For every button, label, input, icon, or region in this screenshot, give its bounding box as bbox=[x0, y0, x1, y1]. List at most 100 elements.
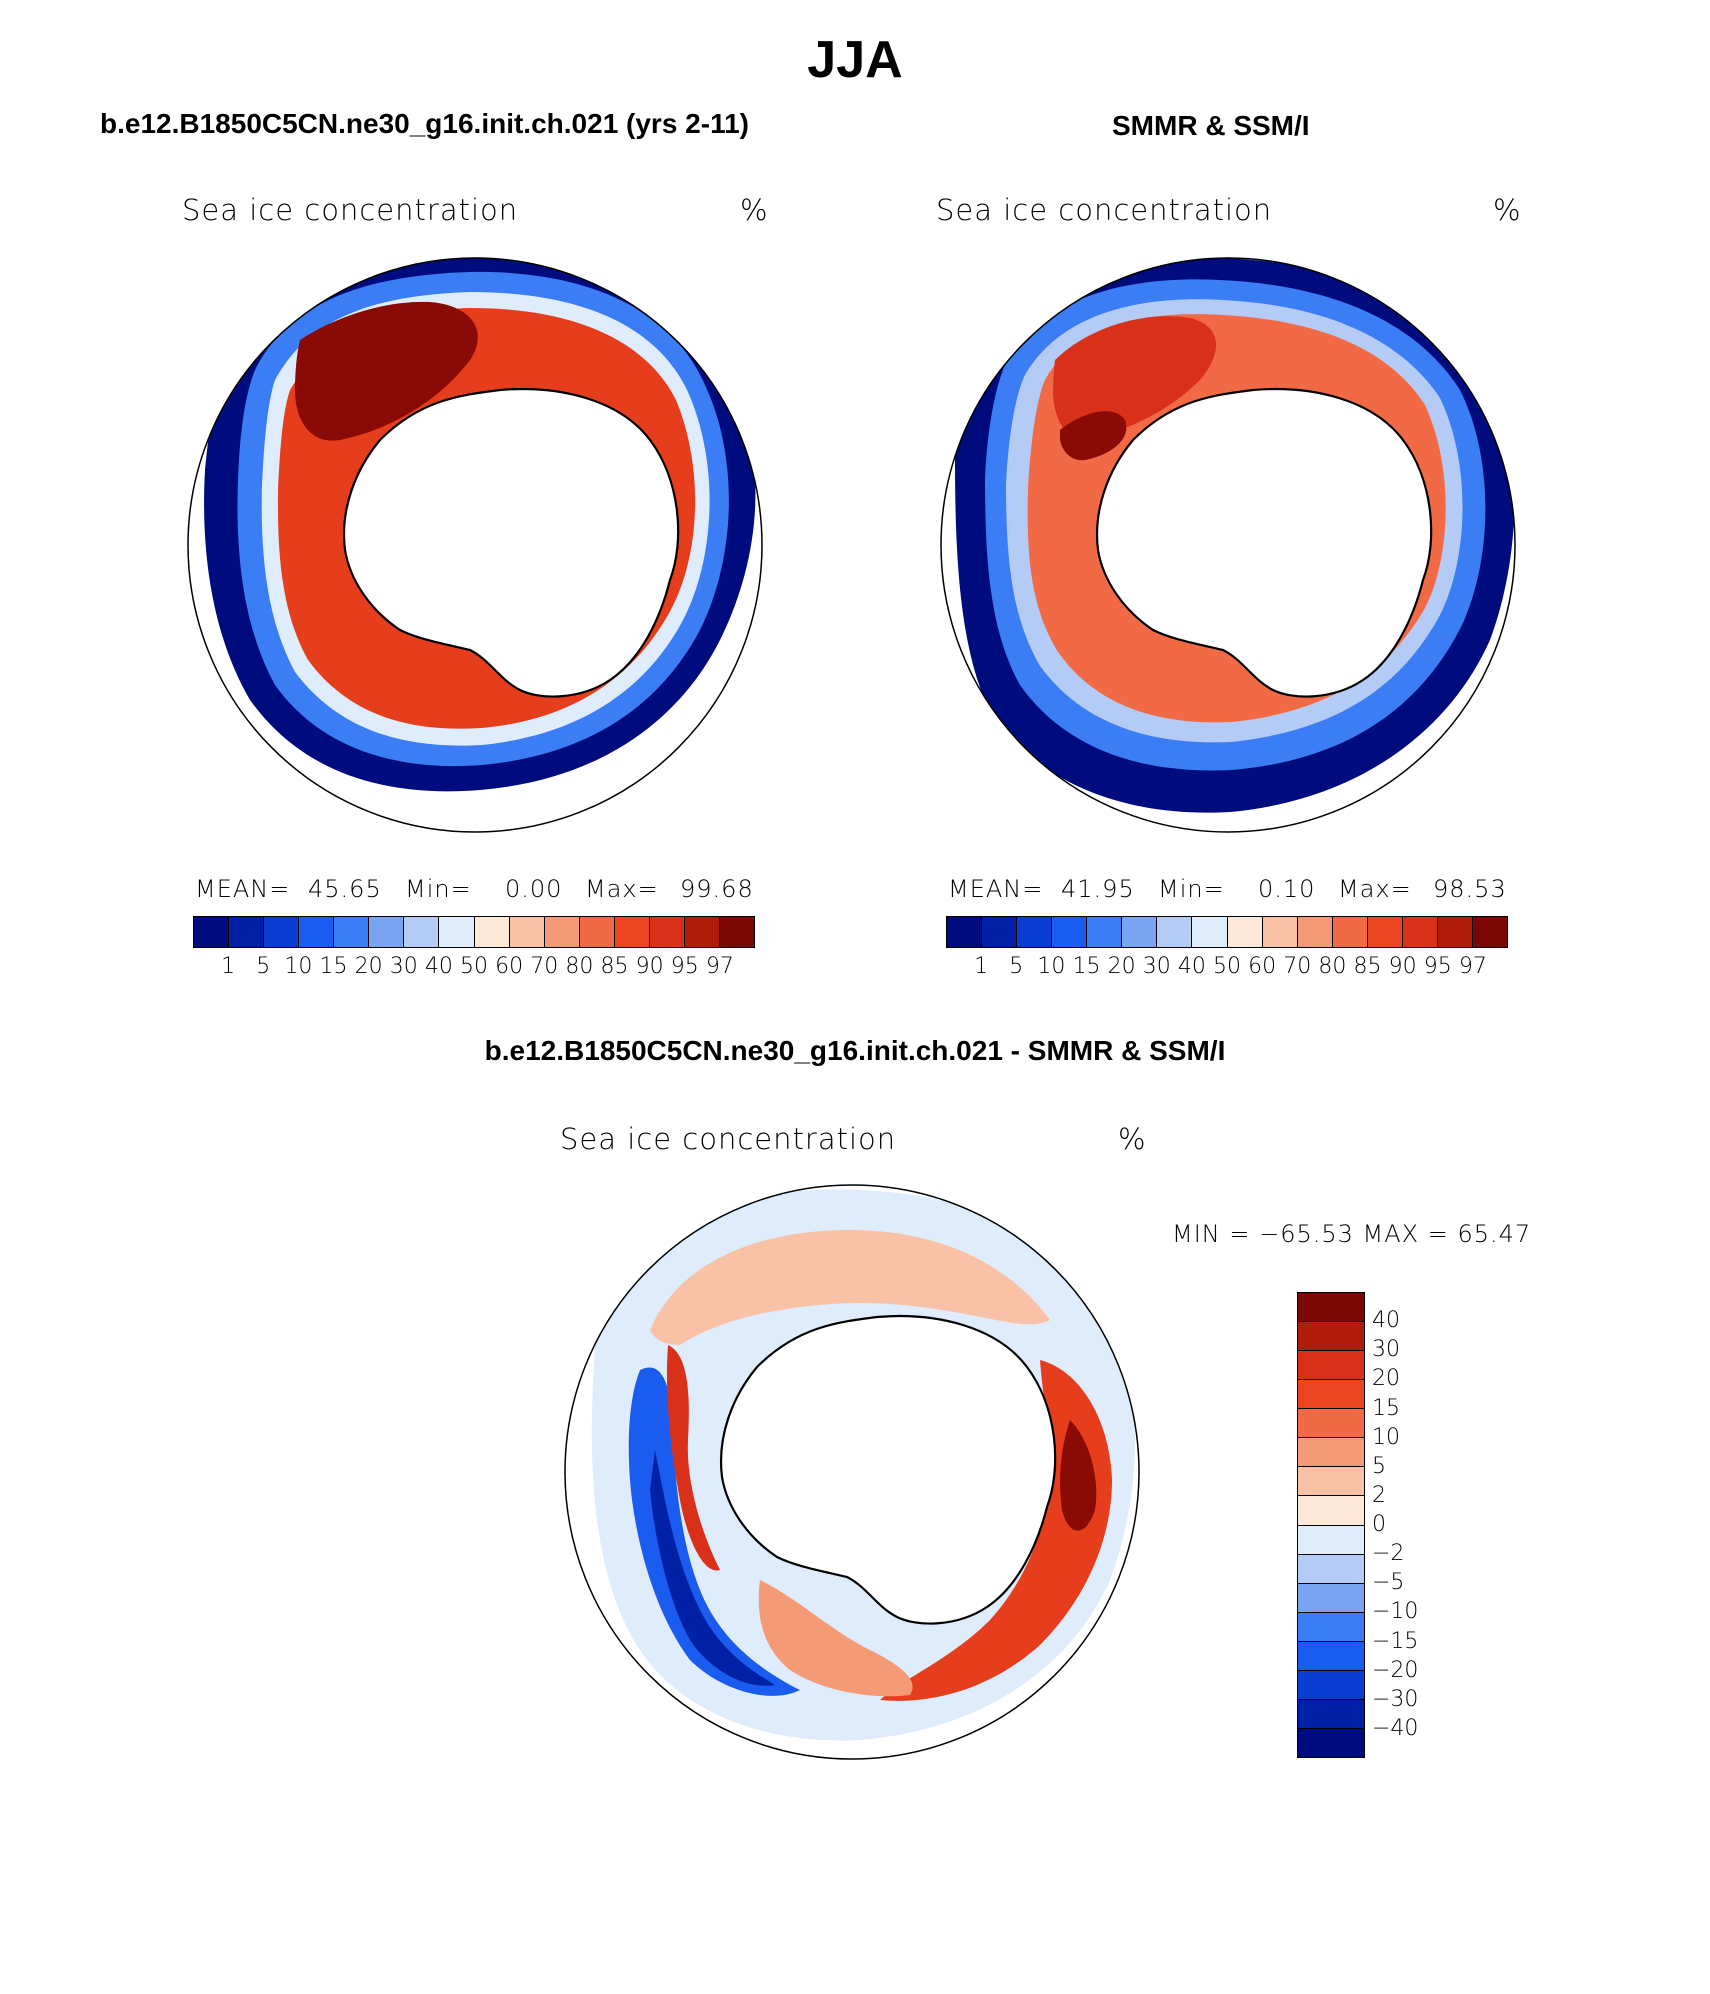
diff-colorbar-label: 30 bbox=[1372, 1337, 1400, 1363]
diff-units-label: % bbox=[1118, 1122, 1147, 1156]
diff-ring-pos-north bbox=[650, 1230, 1050, 1345]
obs-colorbar-label: 1 bbox=[974, 954, 989, 979]
diff-colorbar-label: 0 bbox=[1372, 1512, 1386, 1537]
model-colorbar bbox=[193, 916, 755, 948]
model-colorbar-swatch bbox=[579, 917, 615, 947]
diff-colorbar-swatch bbox=[1298, 1525, 1364, 1555]
obs-colorbar-swatch bbox=[1087, 917, 1123, 947]
diff-ring-neg-west bbox=[628, 1367, 800, 1696]
obs-colorbar bbox=[946, 916, 1508, 948]
diff-colorbar-label: −10 bbox=[1372, 1599, 1419, 1625]
obs-min-value: 0.10 bbox=[1258, 875, 1316, 903]
model-colorbar-label: 60 bbox=[495, 954, 524, 979]
model-min-value: 0.00 bbox=[505, 875, 563, 903]
obs-colorbar-swatch bbox=[1367, 917, 1403, 947]
obs-colorbar-swatch bbox=[982, 917, 1018, 947]
model-min-label: Min= bbox=[405, 875, 472, 903]
obs-panel-title: SMMR & SSM/I bbox=[1112, 110, 1310, 141]
model-colorbar-label: 50 bbox=[460, 954, 488, 979]
obs-colorbar-label: 70 bbox=[1283, 954, 1312, 979]
diff-colorbar-swatch bbox=[1298, 1641, 1364, 1671]
model-mean-label: MEAN= bbox=[195, 875, 291, 903]
diff-colorbar-swatch bbox=[1298, 1351, 1364, 1381]
obs-units-label: % bbox=[1493, 193, 1522, 227]
model-colorbar-swatch bbox=[649, 917, 685, 947]
diff-ring-pos-west bbox=[666, 1345, 720, 1571]
obs-colorbar-label: 5 bbox=[1009, 954, 1024, 979]
obs-max-label: Max= bbox=[1338, 875, 1412, 903]
model-colorbar-swatch bbox=[474, 917, 510, 947]
obs-colorbar-label: 10 bbox=[1037, 954, 1066, 979]
model-colorbar-swatch bbox=[684, 917, 720, 947]
diff-minmax-text: MIN = −65.53 MAX = 65.47 bbox=[1172, 1220, 1532, 1248]
model-colorbar-label: 1 bbox=[221, 954, 236, 979]
diff-colorbar-swatch bbox=[1298, 1322, 1364, 1352]
obs-colorbar-swatch bbox=[1332, 917, 1368, 947]
diff-colorbar-label: 2 bbox=[1372, 1482, 1386, 1508]
model-colorbar-swatch bbox=[404, 917, 440, 947]
model-colorbar-swatch bbox=[509, 917, 545, 947]
obs-colorbar-label: 90 bbox=[1388, 954, 1417, 979]
diff-colorbar-label: −5 bbox=[1372, 1570, 1405, 1596]
diff-colorbar-swatch bbox=[1298, 1583, 1364, 1613]
model-colorbar-label: 85 bbox=[600, 954, 629, 979]
model-colorbar-swatch bbox=[544, 917, 580, 947]
model-colorbar-label: 80 bbox=[565, 954, 594, 979]
model-colorbar-swatch bbox=[719, 917, 754, 947]
obs-colorbar-swatch bbox=[1262, 917, 1298, 947]
diff-colorbar-swatch bbox=[1298, 1467, 1364, 1497]
diff-panel-title: b.e12.B1850C5CN.ne30_g16.init.ch.021 - S… bbox=[484, 1035, 1226, 1066]
obs-min-label: Min= bbox=[1158, 875, 1225, 903]
obs-colorbar-label: 20 bbox=[1107, 954, 1136, 979]
diff-colorbar-label: 5 bbox=[1372, 1453, 1386, 1479]
model-colorbar-swatch bbox=[229, 917, 265, 947]
diff-colorbar-swatch bbox=[1298, 1409, 1364, 1439]
diff-variable-label: Sea ice concentration bbox=[560, 1122, 897, 1156]
diff-colorbar-label: −20 bbox=[1372, 1657, 1419, 1683]
diff-map-border bbox=[564, 1184, 1140, 1760]
diff-colorbar bbox=[1297, 1292, 1365, 1758]
obs-colorbar-swatch bbox=[1122, 917, 1158, 947]
diff-colorbar-swatch bbox=[1298, 1293, 1364, 1323]
model-colorbar-swatch bbox=[439, 917, 475, 947]
diff-ring-pos-south bbox=[758, 1580, 913, 1697]
obs-colorbar-label: 30 bbox=[1142, 954, 1171, 979]
model-colorbar-label: 40 bbox=[424, 954, 453, 979]
obs-colorbar-swatch bbox=[1157, 917, 1193, 947]
model-panel-title: b.e12.B1850C5CN.ne30_g16.init.ch.021 (yr… bbox=[100, 108, 750, 139]
model-colorbar-labels: 1 5 10 15 20 30 40 50 60 70 80 85 90 95 97 bbox=[193, 954, 755, 982]
obs-colorbar-label: 60 bbox=[1248, 954, 1277, 979]
diff-colorbar-label: 40 bbox=[1372, 1308, 1400, 1334]
diff-ring-pos-east-core bbox=[1060, 1420, 1097, 1531]
model-max-value: 99.68 bbox=[680, 875, 754, 903]
model-colorbar-label: 30 bbox=[389, 954, 418, 979]
model-max-label: Max= bbox=[585, 875, 659, 903]
model-continent bbox=[343, 387, 680, 698]
diff-ring-neg-west-dark bbox=[650, 1450, 775, 1686]
model-colorbar-label: 90 bbox=[635, 954, 664, 979]
model-colorbar-swatch bbox=[299, 917, 335, 947]
obs-max-value: 98.53 bbox=[1433, 875, 1507, 903]
obs-colorbar-label: 97 bbox=[1458, 954, 1487, 979]
obs-colorbar-label: 40 bbox=[1177, 954, 1206, 979]
diff-colorbar-swatch bbox=[1298, 1554, 1364, 1584]
diff-colorbar-label: 15 bbox=[1372, 1395, 1400, 1421]
diff-colorbar-swatch bbox=[1298, 1496, 1364, 1526]
model-colorbar-label: 20 bbox=[354, 954, 383, 979]
obs-colorbar-labels: 1 5 10 15 20 30 40 50 60 70 80 85 90 95 97 bbox=[946, 954, 1508, 982]
obs-colorbar-swatch bbox=[947, 917, 983, 947]
diff-colorbar-label: −2 bbox=[1372, 1541, 1405, 1567]
model-colorbar-swatch bbox=[614, 917, 650, 947]
model-colorbar-swatch bbox=[194, 917, 230, 947]
diff-continent bbox=[720, 1314, 1057, 1625]
model-ice-thick bbox=[295, 301, 478, 441]
model-colorbar-label: 70 bbox=[530, 954, 559, 979]
diff-colorbar-swatch bbox=[1298, 1438, 1364, 1468]
obs-colorbar-label: 95 bbox=[1423, 954, 1452, 979]
obs-continent bbox=[1096, 387, 1433, 698]
diff-colorbar-swatch bbox=[1298, 1670, 1364, 1700]
model-colorbar-label: 95 bbox=[670, 954, 699, 979]
diff-colorbar-label: −30 bbox=[1372, 1686, 1419, 1712]
